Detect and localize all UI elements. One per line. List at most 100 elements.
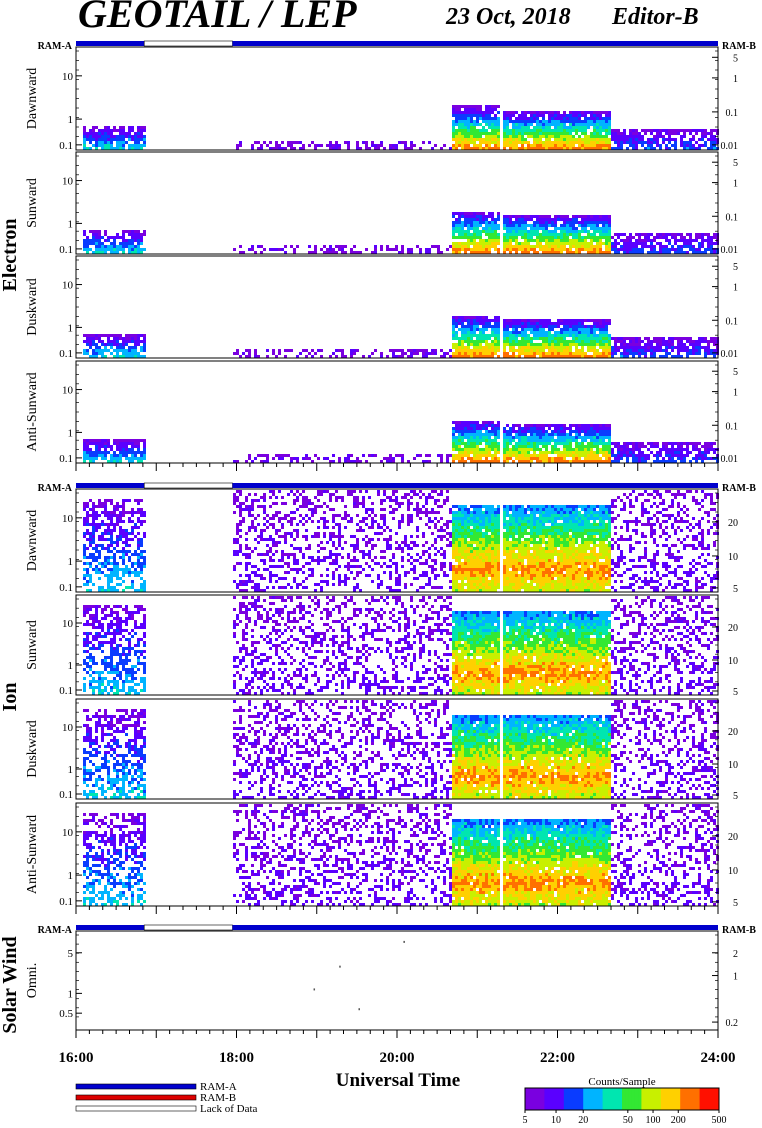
- colorbar-cell: [599, 1088, 604, 1110]
- colorbar-cell: [689, 1088, 694, 1110]
- y-tick-label-right: 1: [733, 74, 738, 85]
- y-tick-label-right: 0.1: [726, 212, 739, 223]
- y-tick-label: 0.1: [59, 896, 73, 908]
- colorbar-cell: [647, 1088, 652, 1110]
- colorbar-cell: [686, 1088, 691, 1110]
- colorbar-tick-label: 10: [551, 1115, 561, 1126]
- colorbar-cell: [715, 1088, 720, 1110]
- colorbar-cell: [573, 1088, 578, 1110]
- bar-left-label: RAM-A: [38, 483, 73, 494]
- y-tick-label-right: 5: [733, 367, 738, 378]
- data-point: [358, 1008, 360, 1011]
- colorbar-cell: [537, 1088, 542, 1110]
- colorbar-cell: [567, 1088, 571, 1110]
- colorbar-tick-label: 20: [578, 1115, 588, 1126]
- y-tick-label-right: 0.01: [721, 245, 739, 256]
- lack-of-data-bar: [143, 924, 233, 931]
- x-tick-label: 20:00: [380, 1050, 415, 1066]
- x-tick-label: 18:00: [219, 1050, 254, 1066]
- y-tick-label-right: 0.2: [726, 1018, 739, 1029]
- colorbar-cell: [702, 1088, 707, 1110]
- panel-label: Dawnward: [25, 510, 40, 571]
- colorbar-cell: [557, 1088, 562, 1110]
- ram-a-bar: [76, 41, 145, 46]
- data-point: [339, 965, 341, 968]
- lack-of-data-bar: [143, 40, 233, 47]
- bar-right-label: RAM-B: [722, 483, 756, 494]
- y-tick-label-right: 5: [733, 158, 738, 169]
- colorbar: Counts/Sample 5 10 20 50 100 200 500: [523, 1076, 727, 1126]
- y-tick-label: 1: [68, 427, 74, 439]
- y-tick-label: 0.1: [59, 789, 73, 801]
- colorbar-cell: [525, 1088, 529, 1110]
- chart-title: GEOTAIL / LEP: [78, 0, 357, 36]
- legend-swatch: [75, 1094, 197, 1101]
- spectrogram-panel: [83, 700, 719, 799]
- y-tick-label-right: 20: [728, 623, 738, 634]
- group-electron: RAM-A RAM-B Electron Dawnward 10 1 0.1 5 1 0.1 0.0…: [0, 40, 756, 471]
- colorbar-frame: [524, 1087, 720, 1111]
- spectrogram-panel: [83, 316, 719, 358]
- y-tick-label: 1: [68, 764, 74, 776]
- spectrogram-panel: [83, 212, 719, 254]
- colorbar-cell: [664, 1088, 668, 1110]
- y-tick-label-right: 5: [733, 791, 738, 802]
- colorbar-cell: [586, 1088, 591, 1110]
- y-tick-label-right: 0.1: [726, 108, 739, 119]
- colorbar-cell: [654, 1088, 659, 1110]
- y-tick-label-right: 10: [728, 760, 738, 771]
- y-tick-label: 0.1: [59, 140, 73, 152]
- colorbar-cell: [615, 1088, 620, 1110]
- panel-label: Anti-Sunward: [25, 372, 40, 451]
- y-tick-label: 1: [68, 322, 74, 334]
- colorbar-tick-label: 200: [671, 1115, 686, 1126]
- group-solar-wind: RAM-A RAM-B Solar Wind Omni. 5 1 0.5 2 1 0.2: [0, 924, 756, 1038]
- bar-left-label: RAM-A: [38, 925, 73, 936]
- colorbar-cell: [699, 1088, 704, 1110]
- panel-label: Sunward: [25, 178, 40, 228]
- ram-a-bar: [76, 925, 145, 930]
- y-tick-label: 1: [68, 556, 74, 568]
- spectrogram-panel: [83, 105, 719, 150]
- colorbar-cell: [589, 1088, 594, 1110]
- colorbar-tick-label: 100: [646, 1115, 661, 1126]
- spectrogram-panel: [83, 490, 719, 592]
- y-tick-label: 10: [62, 722, 74, 734]
- data-point: [403, 940, 405, 943]
- y-tick-label-right: 0.1: [726, 421, 739, 432]
- y-tick-label: 10: [62, 280, 74, 292]
- colorbar-cell: [544, 1088, 549, 1110]
- y-tick-label-right: 1: [733, 179, 738, 190]
- ram-a-bar: [232, 483, 719, 488]
- group-label: Electron: [0, 219, 21, 292]
- colorbar-cell: [596, 1088, 600, 1110]
- panel-label: Duskward: [25, 278, 40, 336]
- colorbar-tick-label: 5: [523, 1115, 528, 1126]
- colorbar-tick-label: 50: [623, 1115, 633, 1126]
- colorbar-cell: [541, 1088, 545, 1110]
- colorbar-cell: [634, 1088, 639, 1110]
- legend-label: Lack of Data: [200, 1103, 258, 1115]
- colorbar-cell: [651, 1088, 655, 1110]
- colorbar-cell: [605, 1088, 610, 1110]
- x-tick-label: 24:00: [701, 1050, 736, 1066]
- y-tick-label-right: 5: [733, 898, 738, 909]
- colorbar-cell: [618, 1088, 623, 1110]
- panel-label: Duskward: [25, 720, 40, 778]
- colorbar-cell: [638, 1088, 642, 1110]
- colorbar-cell: [554, 1088, 558, 1110]
- x-tick-label: 16:00: [59, 1050, 94, 1066]
- colorbar-cell: [641, 1088, 646, 1110]
- colorbar-cell: [644, 1088, 649, 1110]
- y-tick-label-right: 20: [728, 832, 738, 843]
- panel-frame: [75, 151, 719, 255]
- colorbar-cell: [657, 1088, 662, 1110]
- y-tick-label: 10: [62, 618, 74, 630]
- group-label: Ion: [0, 683, 21, 712]
- y-tick-label: 0.1: [59, 582, 73, 594]
- legend-label: RAM-B: [200, 1092, 236, 1104]
- spectrogram-panel: [83, 596, 719, 695]
- colorbar-cell: [528, 1088, 532, 1110]
